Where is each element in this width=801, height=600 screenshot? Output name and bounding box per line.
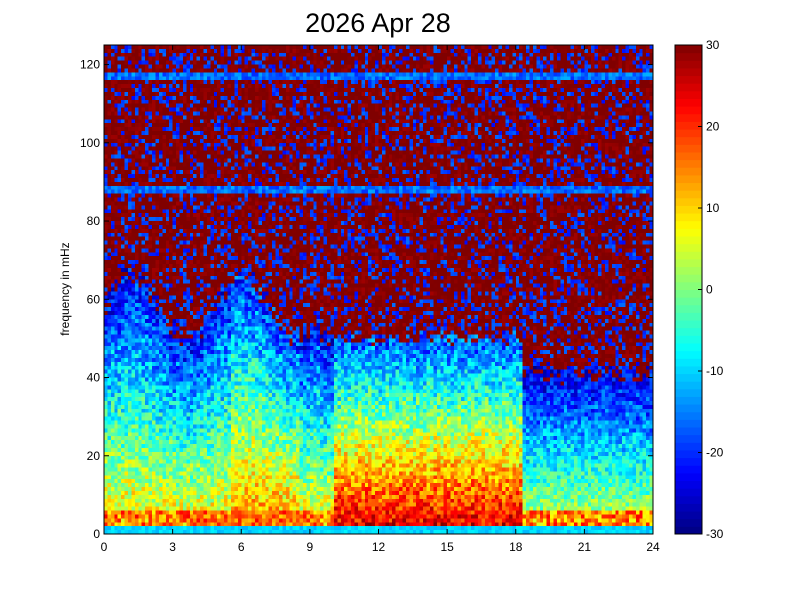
colorbar-swatch: [675, 465, 702, 474]
colorbar-tick-label: -10: [706, 364, 724, 378]
colorbar-swatch: [675, 167, 702, 176]
x-tick-label: 21: [578, 540, 592, 554]
colorbar-swatch: [675, 495, 702, 504]
colorbar-swatch: [675, 274, 702, 283]
colorbar-swatch: [675, 488, 702, 497]
colorbar-swatch: [675, 518, 702, 527]
colorbar-swatch: [675, 45, 702, 54]
colorbar-swatch: [675, 106, 702, 115]
colorbar-swatch: [675, 342, 702, 352]
colorbar-swatch: [675, 151, 702, 161]
colorbar-swatch: [675, 396, 702, 405]
colorbar-swatch: [675, 144, 702, 153]
y-tick-label: 120: [80, 58, 100, 72]
y-tick-label: 60: [87, 292, 101, 306]
colorbar-tick-label: 30: [706, 38, 720, 52]
x-tick-label: 18: [509, 540, 523, 554]
colorbar-swatch: [675, 258, 702, 268]
colorbar-swatch: [675, 350, 702, 359]
colorbar-swatch: [675, 511, 702, 520]
colorbar-swatch: [675, 457, 702, 466]
chart-title: 2026 Apr 28: [305, 8, 451, 38]
x-tick-label: 12: [372, 540, 386, 554]
colorbar-swatch: [675, 75, 702, 84]
colorbar-swatch: [675, 304, 702, 313]
heatmap-image: [104, 45, 653, 534]
colorbar-swatch: [675, 335, 702, 344]
colorbar-swatch: [675, 320, 702, 329]
colorbar-swatch: [675, 205, 702, 214]
colorbar-swatch: [675, 228, 702, 237]
heatmap-plot-area: [104, 45, 653, 534]
x-tick-label: 15: [440, 540, 454, 554]
colorbar-swatch: [675, 136, 702, 145]
colorbar-swatch: [675, 190, 702, 199]
colorbar-swatch: [675, 52, 702, 61]
colorbar-swatch: [675, 472, 702, 482]
colorbar-swatch: [675, 213, 702, 222]
colorbar-swatch: [675, 312, 702, 321]
colorbar-swatch: [675, 327, 702, 336]
colorbar-tick-label: -20: [706, 446, 724, 460]
y-tick-label: 80: [87, 214, 101, 228]
colorbar-swatch: [675, 197, 702, 206]
colorbar-swatch: [675, 129, 702, 138]
colorbar-swatch: [675, 90, 702, 99]
colorbar-swatch: [675, 411, 702, 420]
colorbar-swatch: [675, 503, 702, 512]
x-tick-label: 0: [101, 540, 108, 554]
x-tick-label: 3: [169, 540, 176, 554]
colorbar-swatch: [675, 98, 702, 107]
colorbar-swatch: [675, 67, 702, 77]
colorbar-swatch: [675, 60, 702, 69]
x-tick-label: 9: [307, 540, 314, 554]
colorbar-swatch: [675, 83, 702, 92]
axes: 0 3 6 9 12 15 18 21 24 0 20 40 60 80 100 120: [80, 44, 660, 554]
colorbar-swatch: [675, 236, 702, 245]
colorbar-swatch: [675, 251, 702, 260]
colorbar-swatch: [675, 113, 702, 122]
colorbar-swatch: [675, 434, 702, 443]
colorbar-swatch: [675, 365, 702, 375]
colorbar-swatch: [675, 381, 702, 390]
colorbar-swatch: [675, 404, 702, 413]
colorbar-swatch: [675, 480, 702, 489]
colorbar-tick-label: 10: [706, 201, 720, 215]
colorbar-swatch: [675, 174, 702, 184]
colorbar-tick-label: 20: [706, 120, 720, 134]
colorbar-swatch: [675, 373, 702, 382]
colorbar-swatch: [675, 289, 702, 298]
colorbar: -30 -20 -10 0 10 20 30: [674, 38, 724, 541]
colorbar-swatch: [675, 281, 702, 290]
y-tick-label: 20: [87, 449, 101, 463]
colorbar-swatch: [675, 358, 702, 367]
colorbar-swatch: [675, 419, 702, 428]
colorbar-swatch: [675, 388, 702, 397]
colorbar-swatch: [675, 297, 702, 306]
colorbar-swatch: [675, 159, 702, 168]
colorbar-swatch: [675, 449, 702, 459]
y-tick-label: 0: [93, 527, 100, 541]
colorbar-swatch: [675, 266, 702, 275]
colorbar-swatch: [675, 182, 702, 191]
x-tick-label: 24: [646, 540, 660, 554]
y-tick-label: 100: [80, 136, 100, 150]
colorbar-swatch: [675, 427, 702, 436]
colorbar-swatch: [675, 220, 702, 229]
colorbar-tick-label: 0: [706, 283, 713, 297]
y-axis-label: frequency in mHz: [58, 242, 72, 335]
colorbar-swatch: [675, 121, 702, 130]
x-tick-label: 6: [238, 540, 245, 554]
colorbar-swatch: [675, 442, 702, 451]
colorbar-tick-label: -30: [706, 527, 724, 541]
colorbar-swatch: [675, 243, 702, 252]
colorbar-swatch: [675, 526, 702, 535]
y-tick-label: 40: [87, 371, 101, 385]
